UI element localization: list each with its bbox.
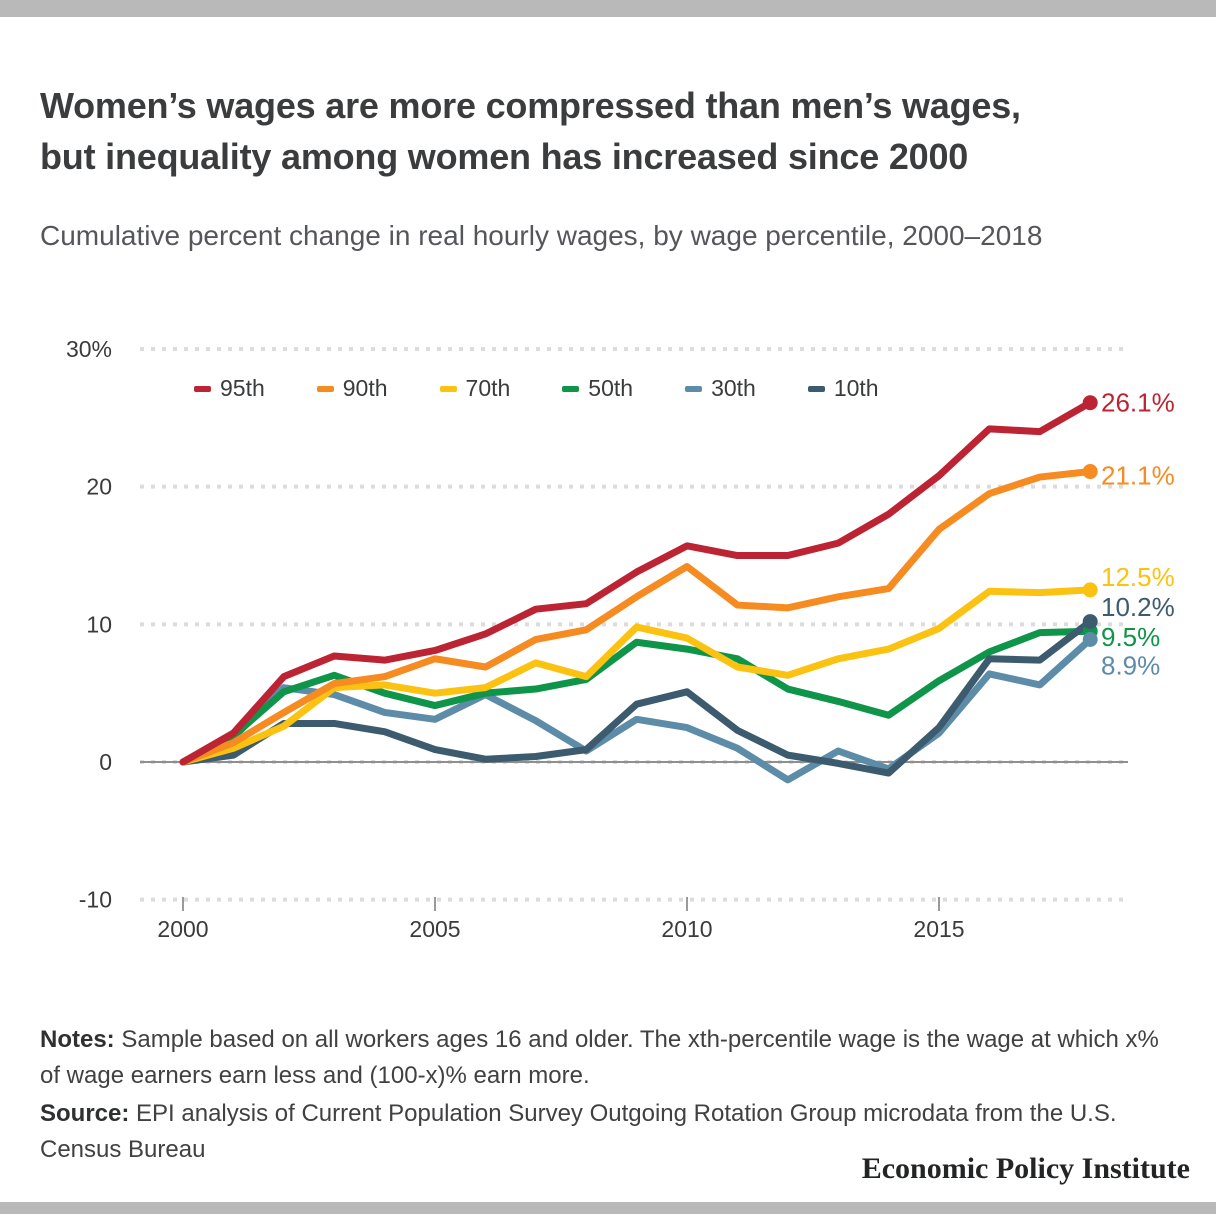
legend-label-10th: 10th <box>833 375 879 401</box>
legend-item-95th: 95th <box>194 377 265 400</box>
y-tick-label--10: -10 <box>79 887 112 913</box>
legend-swatch-10th <box>807 385 825 392</box>
end-label-95th: 26.1% <box>1101 388 1175 418</box>
source: Source: EPI analysis of Current Populati… <box>40 1096 1170 1167</box>
end-dot-90th <box>1082 464 1098 480</box>
notes-text: Sample based on all workers ages 16 and … <box>40 1026 1159 1089</box>
y-tick-label-30: 30% <box>66 336 112 362</box>
legend-label-30th: 30th <box>711 375 756 401</box>
notes: Notes: Sample based on all workers ages … <box>40 1022 1170 1093</box>
end-dot-10th <box>1082 614 1098 630</box>
legend-label-95th: 95th <box>220 375 265 401</box>
end-label-10th: 10.2% <box>1101 592 1175 622</box>
legend-item-70th: 70th <box>439 375 511 401</box>
notes-label: Notes: <box>40 1026 115 1053</box>
legend-label-70th: 70th <box>465 375 511 401</box>
legend-item-50th: 50th <box>562 377 633 400</box>
line-70th-percentile <box>179 586 1094 766</box>
line-90th-percentile <box>179 468 1094 766</box>
legend: 95th 90th 70th 50th 30th 10th <box>194 377 879 400</box>
legend-item-30th: 30th <box>685 377 756 400</box>
end-label-30th: 8.9% <box>1101 650 1160 680</box>
legend-label-90th: 90th <box>342 375 388 401</box>
end-dot-70th <box>1082 582 1098 598</box>
legend-item-10th: 10th <box>807 375 879 401</box>
chart-subtitle: Cumulative percent change in real hourly… <box>40 220 1043 251</box>
legend-swatch-95th <box>194 385 211 392</box>
line-30th-percentile <box>179 635 1094 784</box>
x-tick-label-2010: 2010 <box>661 916 712 942</box>
x-tick-label-2005: 2005 <box>409 916 460 942</box>
legend-swatch-90th <box>316 385 334 392</box>
line-10th-percentile <box>179 618 1094 777</box>
end-dot-30th <box>1082 631 1098 647</box>
legend-swatch-50th <box>562 385 580 392</box>
source-text: EPI analysis of Current Population Surve… <box>40 1100 1117 1163</box>
x-tick-label-2000: 2000 <box>157 916 208 942</box>
x-tick-label-2015: 2015 <box>913 916 964 942</box>
legend-swatch-30th <box>685 385 703 392</box>
top-accent-bar <box>0 0 1216 17</box>
legend-swatch-70th <box>439 385 457 392</box>
y-tick-label-10: 10 <box>86 611 112 637</box>
line-95th-percentile <box>179 399 1094 766</box>
legend-item-90th: 90th <box>316 375 388 401</box>
end-label-90th: 21.1% <box>1101 461 1175 491</box>
epi-wordmark: Economic Policy Institute <box>861 1152 1190 1185</box>
legend-label-50th: 50th <box>588 375 634 401</box>
page-title: Women’s wages are more compressed than m… <box>40 85 1021 178</box>
end-dot-95th <box>1082 395 1098 411</box>
y-tick-label-0: 0 <box>99 749 112 775</box>
end-label-50th: 9.5% <box>1101 622 1160 652</box>
line-50th-percentile <box>179 627 1094 766</box>
bottom-accent-bar <box>0 1202 1216 1214</box>
source-label: Source: <box>40 1100 130 1127</box>
end-label-70th: 12.5% <box>1101 562 1175 592</box>
y-tick-label-20: 20 <box>86 474 112 500</box>
